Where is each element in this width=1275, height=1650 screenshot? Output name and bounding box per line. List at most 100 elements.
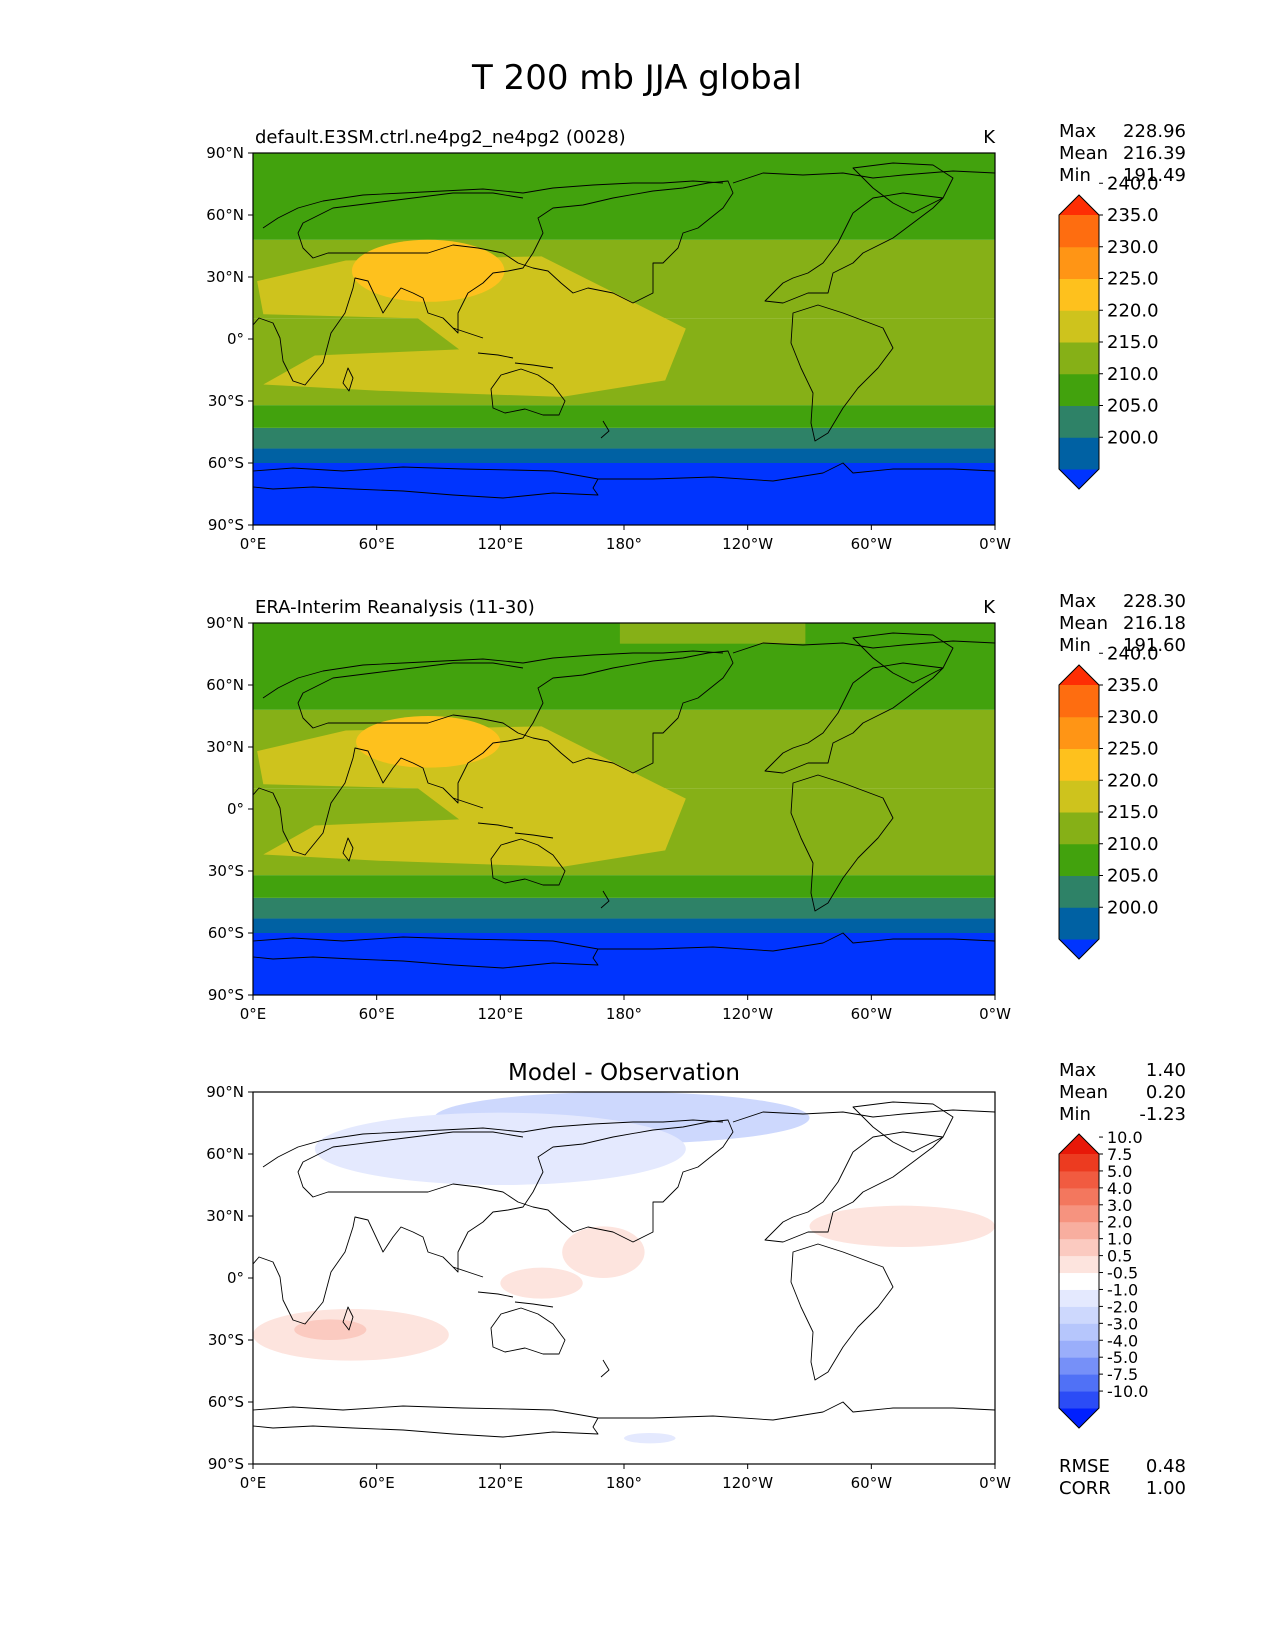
- colorbar-segment: [1059, 373, 1099, 406]
- y-tick-label: 30°S: [208, 392, 244, 410]
- y-tick-label: 60°S: [208, 1393, 244, 1411]
- y-tick-label: 90°N: [206, 1083, 244, 1101]
- x-tick-label: 0°W: [979, 1474, 1011, 1492]
- colorbar-segment: [1059, 1255, 1099, 1274]
- figure-title: T 200 mb JJA global: [471, 58, 802, 98]
- colorbar-tick-label: 220.0: [1107, 770, 1159, 791]
- stat-label: Max: [1059, 591, 1097, 612]
- x-tick-label: 180°: [606, 1005, 642, 1023]
- y-tick-label: 0°: [227, 800, 244, 818]
- x-tick-label: 60°E: [359, 1005, 395, 1023]
- y-tick-label: 90°N: [206, 614, 244, 632]
- panel-left-title: ERA-Interim Reanalysis (11-30): [255, 597, 535, 618]
- colorbar-segment: [1059, 310, 1099, 343]
- contour-anomaly: [624, 1433, 676, 1444]
- y-tick-label: 30°N: [206, 738, 244, 756]
- contour-band: [253, 463, 995, 525]
- y-tick-label: 60°S: [208, 924, 244, 942]
- panel-1: 0°E 60°E 120°E 180° 120°W 60°W 0°W 90°S 60°S 30°S…: [206, 121, 1186, 553]
- colorbar-tick-label: 210.0: [1107, 364, 1159, 385]
- panel-units: K: [983, 127, 996, 148]
- colorbar-tick-label: 225.0: [1107, 269, 1159, 290]
- y-tick-label: 0°: [227, 330, 244, 348]
- colorbar-tick-label: 5.0: [1107, 1162, 1132, 1181]
- stat-value: 216.39: [1123, 143, 1186, 164]
- y-tick-label: 90°S: [208, 986, 244, 1004]
- colorbar-tick-label: 200.0: [1107, 427, 1159, 448]
- colorbar-tick-label: 4.0: [1107, 1179, 1132, 1198]
- x-tick-label: 120°W: [722, 1474, 773, 1492]
- panel-left-title: default.E3SM.ctrl.ne4pg2_ne4pg2 (0028): [255, 127, 626, 148]
- colorbar-segment: [1059, 405, 1099, 438]
- contour-band: [253, 427, 995, 449]
- colorbar-outline: [1058, 664, 1100, 960]
- colorbar-tick-label: 210.0: [1107, 834, 1159, 855]
- stat-label: RMSE: [1059, 1456, 1110, 1477]
- colorbar-tick-label: 230.0: [1107, 237, 1159, 258]
- x-tick-label: 120°W: [722, 535, 773, 553]
- colorbar-segment: [1059, 843, 1099, 876]
- x-tick-label: 0°E: [240, 1474, 267, 1492]
- y-tick-label: 90°S: [208, 1455, 244, 1473]
- colorbar-segment: [1059, 1357, 1099, 1375]
- colorbar-tick-label: -10.0: [1107, 1382, 1148, 1401]
- x-tick-label: 0°W: [979, 1005, 1011, 1023]
- stat-label: Mean: [1059, 613, 1108, 634]
- colorbar-segment: [1059, 246, 1099, 279]
- colorbar-tick-label: 200.0: [1107, 897, 1159, 918]
- colorbar-extend-max: [1059, 665, 1099, 685]
- stat-value: 191.49: [1123, 165, 1186, 186]
- colorbar-tick-label: 7.5: [1107, 1145, 1132, 1164]
- colorbar-tick-label: 215.0: [1107, 802, 1159, 823]
- colorbar-segment: [1059, 1306, 1099, 1324]
- colorbar-tick-label: 235.0: [1107, 205, 1159, 226]
- colorbar-tick-label: -5.0: [1107, 1348, 1138, 1367]
- contour-anomaly: [294, 1319, 367, 1340]
- colorbar-tick-label: 10.0: [1107, 1128, 1143, 1147]
- contour-anomaly: [809, 1205, 995, 1247]
- colorbar-tick-label: -3.0: [1107, 1314, 1138, 1333]
- colorbar-segment: [1059, 1221, 1099, 1240]
- y-tick-label: 90°N: [206, 144, 244, 162]
- colorbar: 200.0 205.0 210.0 215.0 220.0 225.0 230.0 235.0…: [1058, 173, 1159, 490]
- y-tick-label: 30°S: [208, 862, 244, 880]
- contour-band: [253, 918, 995, 933]
- colorbar-tick-label: 240.0: [1107, 643, 1159, 664]
- stat-label: Min: [1059, 165, 1091, 186]
- map-area: [253, 623, 995, 995]
- contour-band: [253, 933, 995, 995]
- contour-anomaly: [500, 1267, 583, 1299]
- x-tick-label: 180°: [606, 535, 642, 553]
- colorbar-segment: [1059, 685, 1099, 718]
- stat-value: 0.20: [1146, 1082, 1186, 1103]
- colorbar-tick-label: -4.0: [1107, 1331, 1138, 1350]
- colorbar-segment: [1059, 1391, 1099, 1409]
- colorbar-segment: [1059, 875, 1099, 908]
- colorbar-outline: [1058, 1133, 1100, 1429]
- colorbar-tick-label: 0.5: [1107, 1247, 1132, 1266]
- colorbar-extend-min: [1059, 469, 1099, 489]
- colorbar: 200.0 205.0 210.0 215.0 220.0 225.0 230.0 235.0…: [1058, 643, 1159, 960]
- stat-value: 228.96: [1123, 121, 1186, 142]
- panel-center-title: Model - Observation: [508, 1060, 740, 1086]
- colorbar-tick-label: -1.0: [1107, 1280, 1138, 1299]
- colorbar-extend-min: [1059, 1408, 1099, 1428]
- colorbar-tick-label: 3.0: [1107, 1196, 1132, 1215]
- y-tick-label: 90°S: [208, 516, 244, 534]
- x-tick-label: 60°E: [359, 1474, 395, 1492]
- colorbar-segment: [1059, 780, 1099, 813]
- stat-label: CORR: [1059, 1478, 1111, 1499]
- y-tick-label: 60°N: [206, 206, 244, 224]
- y-tick-label: 30°N: [206, 1207, 244, 1225]
- colorbar-tick-label: 240.0: [1107, 173, 1159, 194]
- x-tick-label: 120°E: [478, 1005, 524, 1023]
- x-tick-label: 60°E: [359, 535, 395, 553]
- contour-band: [253, 897, 995, 919]
- y-tick-label: 30°N: [206, 268, 244, 286]
- panel-3: 0°E 60°E 120°E 180° 120°W 60°W 0°W 90°S 60°S 30°S…: [206, 1060, 1186, 1499]
- colorbar-tick-label: -7.5: [1107, 1365, 1138, 1384]
- stat-label: Mean: [1059, 143, 1108, 164]
- colorbar-tick-label: 215.0: [1107, 332, 1159, 353]
- colorbar-segment: [1059, 812, 1099, 845]
